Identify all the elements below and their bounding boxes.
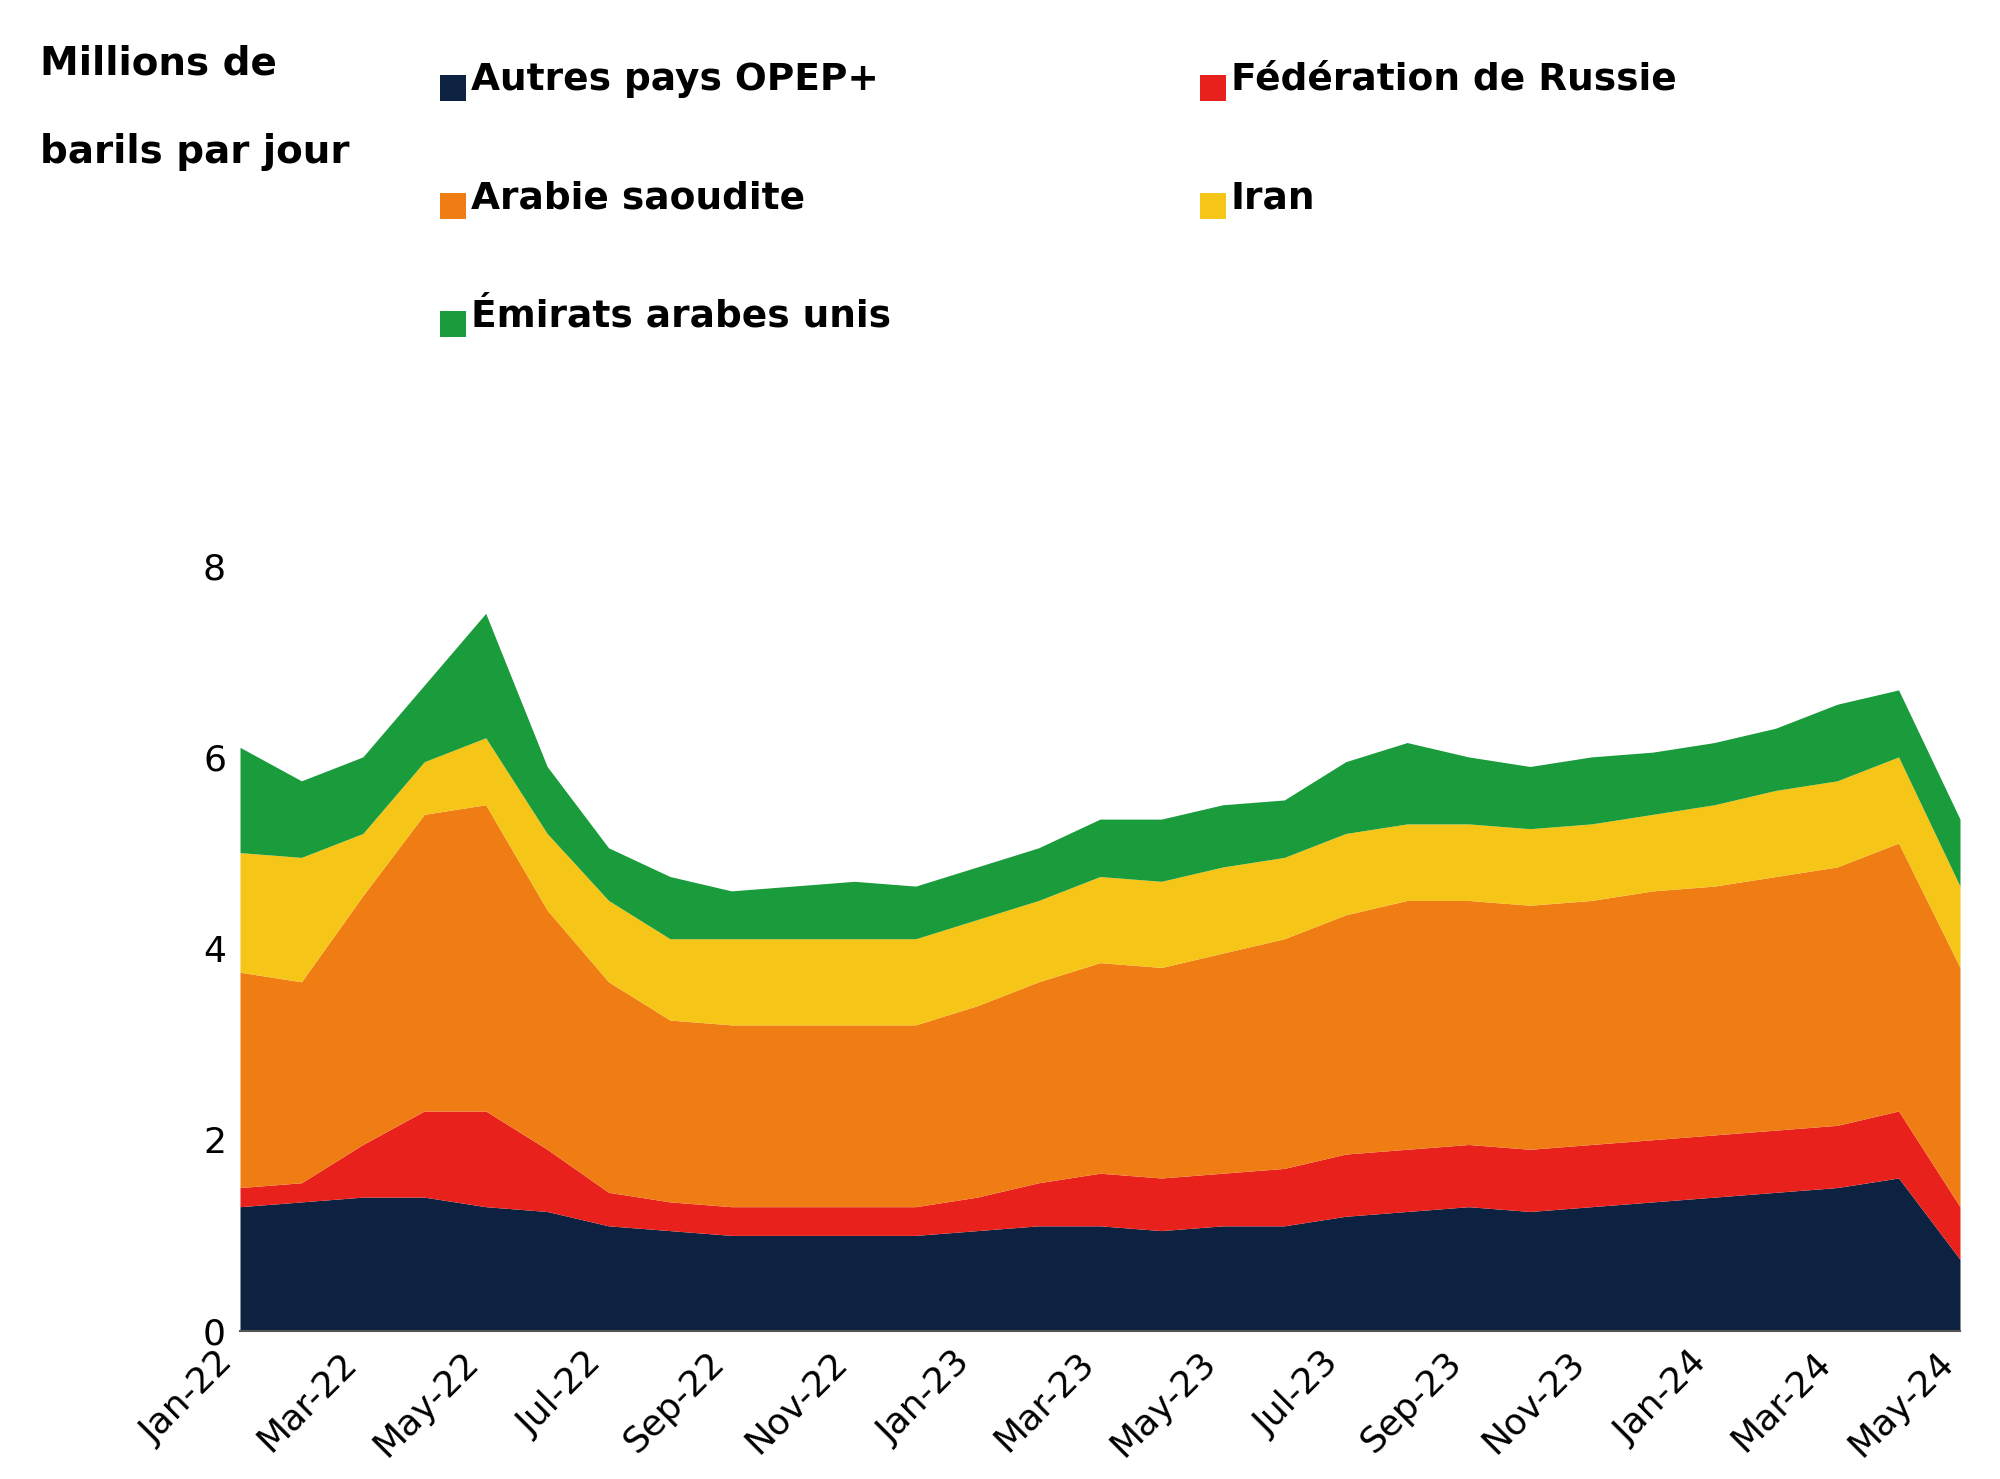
Text: Arabie saoudite: Arabie saoudite	[470, 180, 804, 216]
Text: Autres pays OPEP+: Autres pays OPEP+	[470, 62, 878, 98]
Text: Fédération de Russie: Fédération de Russie	[1230, 62, 1676, 98]
Text: Émirats arabes unis: Émirats arabes unis	[470, 299, 890, 334]
Text: Iran: Iran	[1230, 180, 1316, 216]
Text: barils par jour: barils par jour	[40, 133, 350, 172]
Text: Millions de: Millions de	[40, 44, 276, 83]
